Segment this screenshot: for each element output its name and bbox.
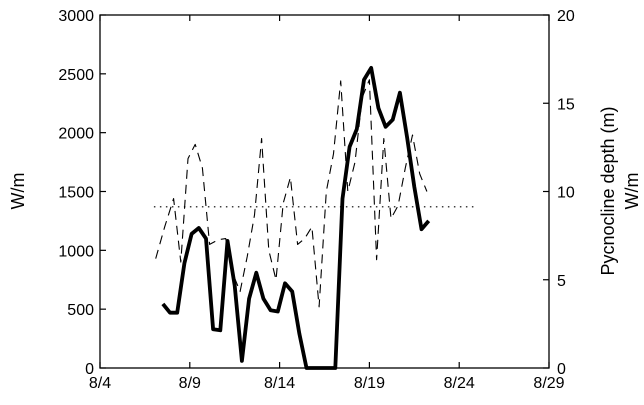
right-axis-title: Pycnocline depth (m) <box>598 106 618 275</box>
y-right-tick-label: 15 <box>557 96 575 113</box>
series-layer <box>153 66 476 370</box>
y-right-tick-label: 20 <box>557 8 575 25</box>
x-tick-label: 8/4 <box>89 375 111 392</box>
right-axis-title-2: W/m <box>622 173 642 210</box>
y-left-tick-label: 500 <box>67 302 94 319</box>
x-tick-label: 8/9 <box>179 375 201 392</box>
x-tick-label: 8/24 <box>444 375 475 392</box>
y-left-tick-label: 0 <box>85 361 94 378</box>
thick-solid-series-line <box>161 66 431 370</box>
y-right-tick-label: 5 <box>557 273 566 290</box>
x-tick-label: 8/19 <box>354 375 385 392</box>
y-right-tick-label: 0 <box>557 361 566 378</box>
y-left-tick-label: 1000 <box>58 243 94 260</box>
ticks-layer: 8/4 8/9 8/14 8/19 8/24 8/29050010001500200025… <box>58 8 574 392</box>
dashed-series-line <box>155 79 428 308</box>
y-left-tick-label: 3000 <box>58 8 94 25</box>
y-left-tick-label: 2500 <box>58 67 94 84</box>
y-left-tick-label: 1500 <box>58 185 94 202</box>
x-tick-label: 8/29 <box>533 375 564 392</box>
left-axis-title: W/m <box>8 173 28 210</box>
plot-frame <box>99 14 550 369</box>
y-right-tick-label: 10 <box>557 185 575 202</box>
y-left-tick-label: 2000 <box>58 126 94 143</box>
x-tick-label: 8/14 <box>264 375 295 392</box>
